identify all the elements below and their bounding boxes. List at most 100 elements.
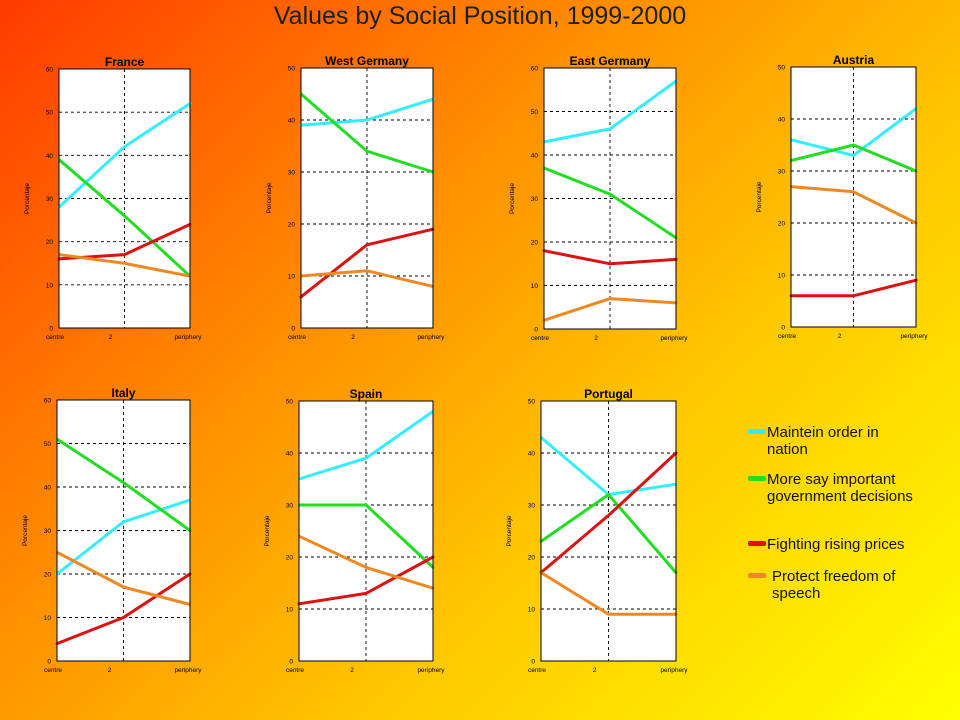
y-tick-label: 40 <box>778 117 786 124</box>
legend-label-say: More say important government decisions <box>767 471 913 505</box>
series-line-prices <box>55 572 192 646</box>
y-axis-label: Porcentaje <box>264 515 271 546</box>
chart-title: France <box>105 55 145 69</box>
y-tick-label: 0 <box>781 325 785 332</box>
x-tick-label: periphery <box>660 335 688 342</box>
y-tick-label: 20 <box>778 221 786 228</box>
y-tick-label: 50 <box>528 399 536 406</box>
plot-frame <box>56 399 191 662</box>
y-tick-label: 10 <box>531 283 539 290</box>
x-tick-label: 2 <box>594 335 598 342</box>
x-tick-label: periphery <box>417 334 445 341</box>
y-tick-label: 0 <box>47 659 51 666</box>
y-tick-label: 0 <box>291 326 295 333</box>
y-tick-label: 50 <box>778 65 786 72</box>
y-tick-label: 50 <box>531 109 539 116</box>
y-axis-label: Porcentaje <box>756 181 763 212</box>
y-axis-label: Porcentaje <box>24 183 31 214</box>
x-tick-label: 2 <box>109 334 113 341</box>
y-tick-label: 50 <box>44 441 52 448</box>
y-tick-label: 50 <box>46 110 54 117</box>
series-line-order <box>297 409 435 481</box>
page-title: Values by Social Position, 1999-2000 <box>273 2 687 30</box>
y-tick-label: 0 <box>49 326 53 333</box>
y-tick-label: 60 <box>44 398 52 405</box>
chart-title: East Germany <box>570 54 651 68</box>
y-tick-label: 60 <box>46 67 54 74</box>
y-tick-label: 10 <box>288 274 296 281</box>
series-line-order <box>542 79 678 144</box>
series-line-say <box>299 92 435 174</box>
legend-label-prices: Fighting rising prices <box>767 536 905 553</box>
x-tick-label: centre <box>46 334 64 341</box>
x-tick-label: periphery <box>417 667 445 674</box>
series-line-speech <box>539 571 678 616</box>
y-tick-label: 30 <box>778 169 786 176</box>
series-line-prices <box>297 555 435 606</box>
y-tick-label: 50 <box>288 66 296 73</box>
y-tick-label: 30 <box>46 196 54 203</box>
series-line-speech <box>57 253 192 278</box>
chart-title: West Germany <box>325 54 409 68</box>
series-line-prices <box>542 249 678 266</box>
y-tick-label: 40 <box>531 153 539 160</box>
y-tick-label: 20 <box>286 555 294 562</box>
y-tick-label: 0 <box>289 659 293 666</box>
y-tick-label: 20 <box>528 555 536 562</box>
series-line-order <box>55 498 192 576</box>
x-tick-label: periphery <box>660 667 688 674</box>
x-tick-label: centre <box>778 333 796 340</box>
y-tick-label: 30 <box>528 503 536 510</box>
series-line-say <box>57 158 192 278</box>
x-tick-label: periphery <box>900 333 928 340</box>
y-tick-label: 10 <box>778 273 786 280</box>
series-line-say <box>55 437 192 532</box>
y-tick-label: 0 <box>534 327 538 334</box>
series-line-prices <box>789 278 918 298</box>
series-line-say <box>539 493 678 575</box>
y-tick-label: 30 <box>286 503 294 510</box>
y-tick-label: 40 <box>44 485 52 492</box>
y-tick-label: 0 <box>531 659 535 666</box>
y-tick-label: 40 <box>286 451 294 458</box>
x-tick-label: centre <box>528 667 546 674</box>
y-axis-label: Porcentaje <box>22 515 29 546</box>
series-line-speech <box>299 269 435 288</box>
x-tick-label: 2 <box>350 667 354 674</box>
chart-title: Austria <box>833 53 875 67</box>
y-tick-label: 60 <box>531 66 539 73</box>
x-tick-label: 2 <box>351 334 355 341</box>
y-tick-label: 30 <box>288 170 296 177</box>
x-tick-label: 2 <box>108 667 112 674</box>
series-line-order <box>789 107 918 157</box>
x-tick-label: centre <box>286 667 304 674</box>
plot-frame <box>300 67 434 329</box>
y-tick-label: 40 <box>288 118 296 125</box>
x-tick-label: 2 <box>593 667 597 674</box>
y-axis-label: Porcentaje <box>509 183 516 214</box>
x-tick-label: periphery <box>174 667 202 674</box>
plot-frame <box>543 67 677 330</box>
plot-frame <box>298 400 434 662</box>
y-tick-label: 10 <box>46 282 54 289</box>
y-tick-label: 30 <box>531 196 539 203</box>
y-tick-label: 20 <box>288 222 296 229</box>
legend-swatch-speech <box>748 573 766 578</box>
plot-frame <box>790 66 917 328</box>
series-line-prices <box>299 227 435 299</box>
series-line-speech <box>297 534 435 590</box>
series-line-speech <box>542 297 678 322</box>
chart-title: Portugal <box>584 387 633 401</box>
y-tick-label: 10 <box>286 607 294 614</box>
series-line-prices <box>539 451 678 575</box>
x-tick-label: periphery <box>174 334 202 341</box>
series-line-say <box>297 503 435 569</box>
y-tick-label: 50 <box>286 399 294 406</box>
series-line-order <box>299 97 435 127</box>
